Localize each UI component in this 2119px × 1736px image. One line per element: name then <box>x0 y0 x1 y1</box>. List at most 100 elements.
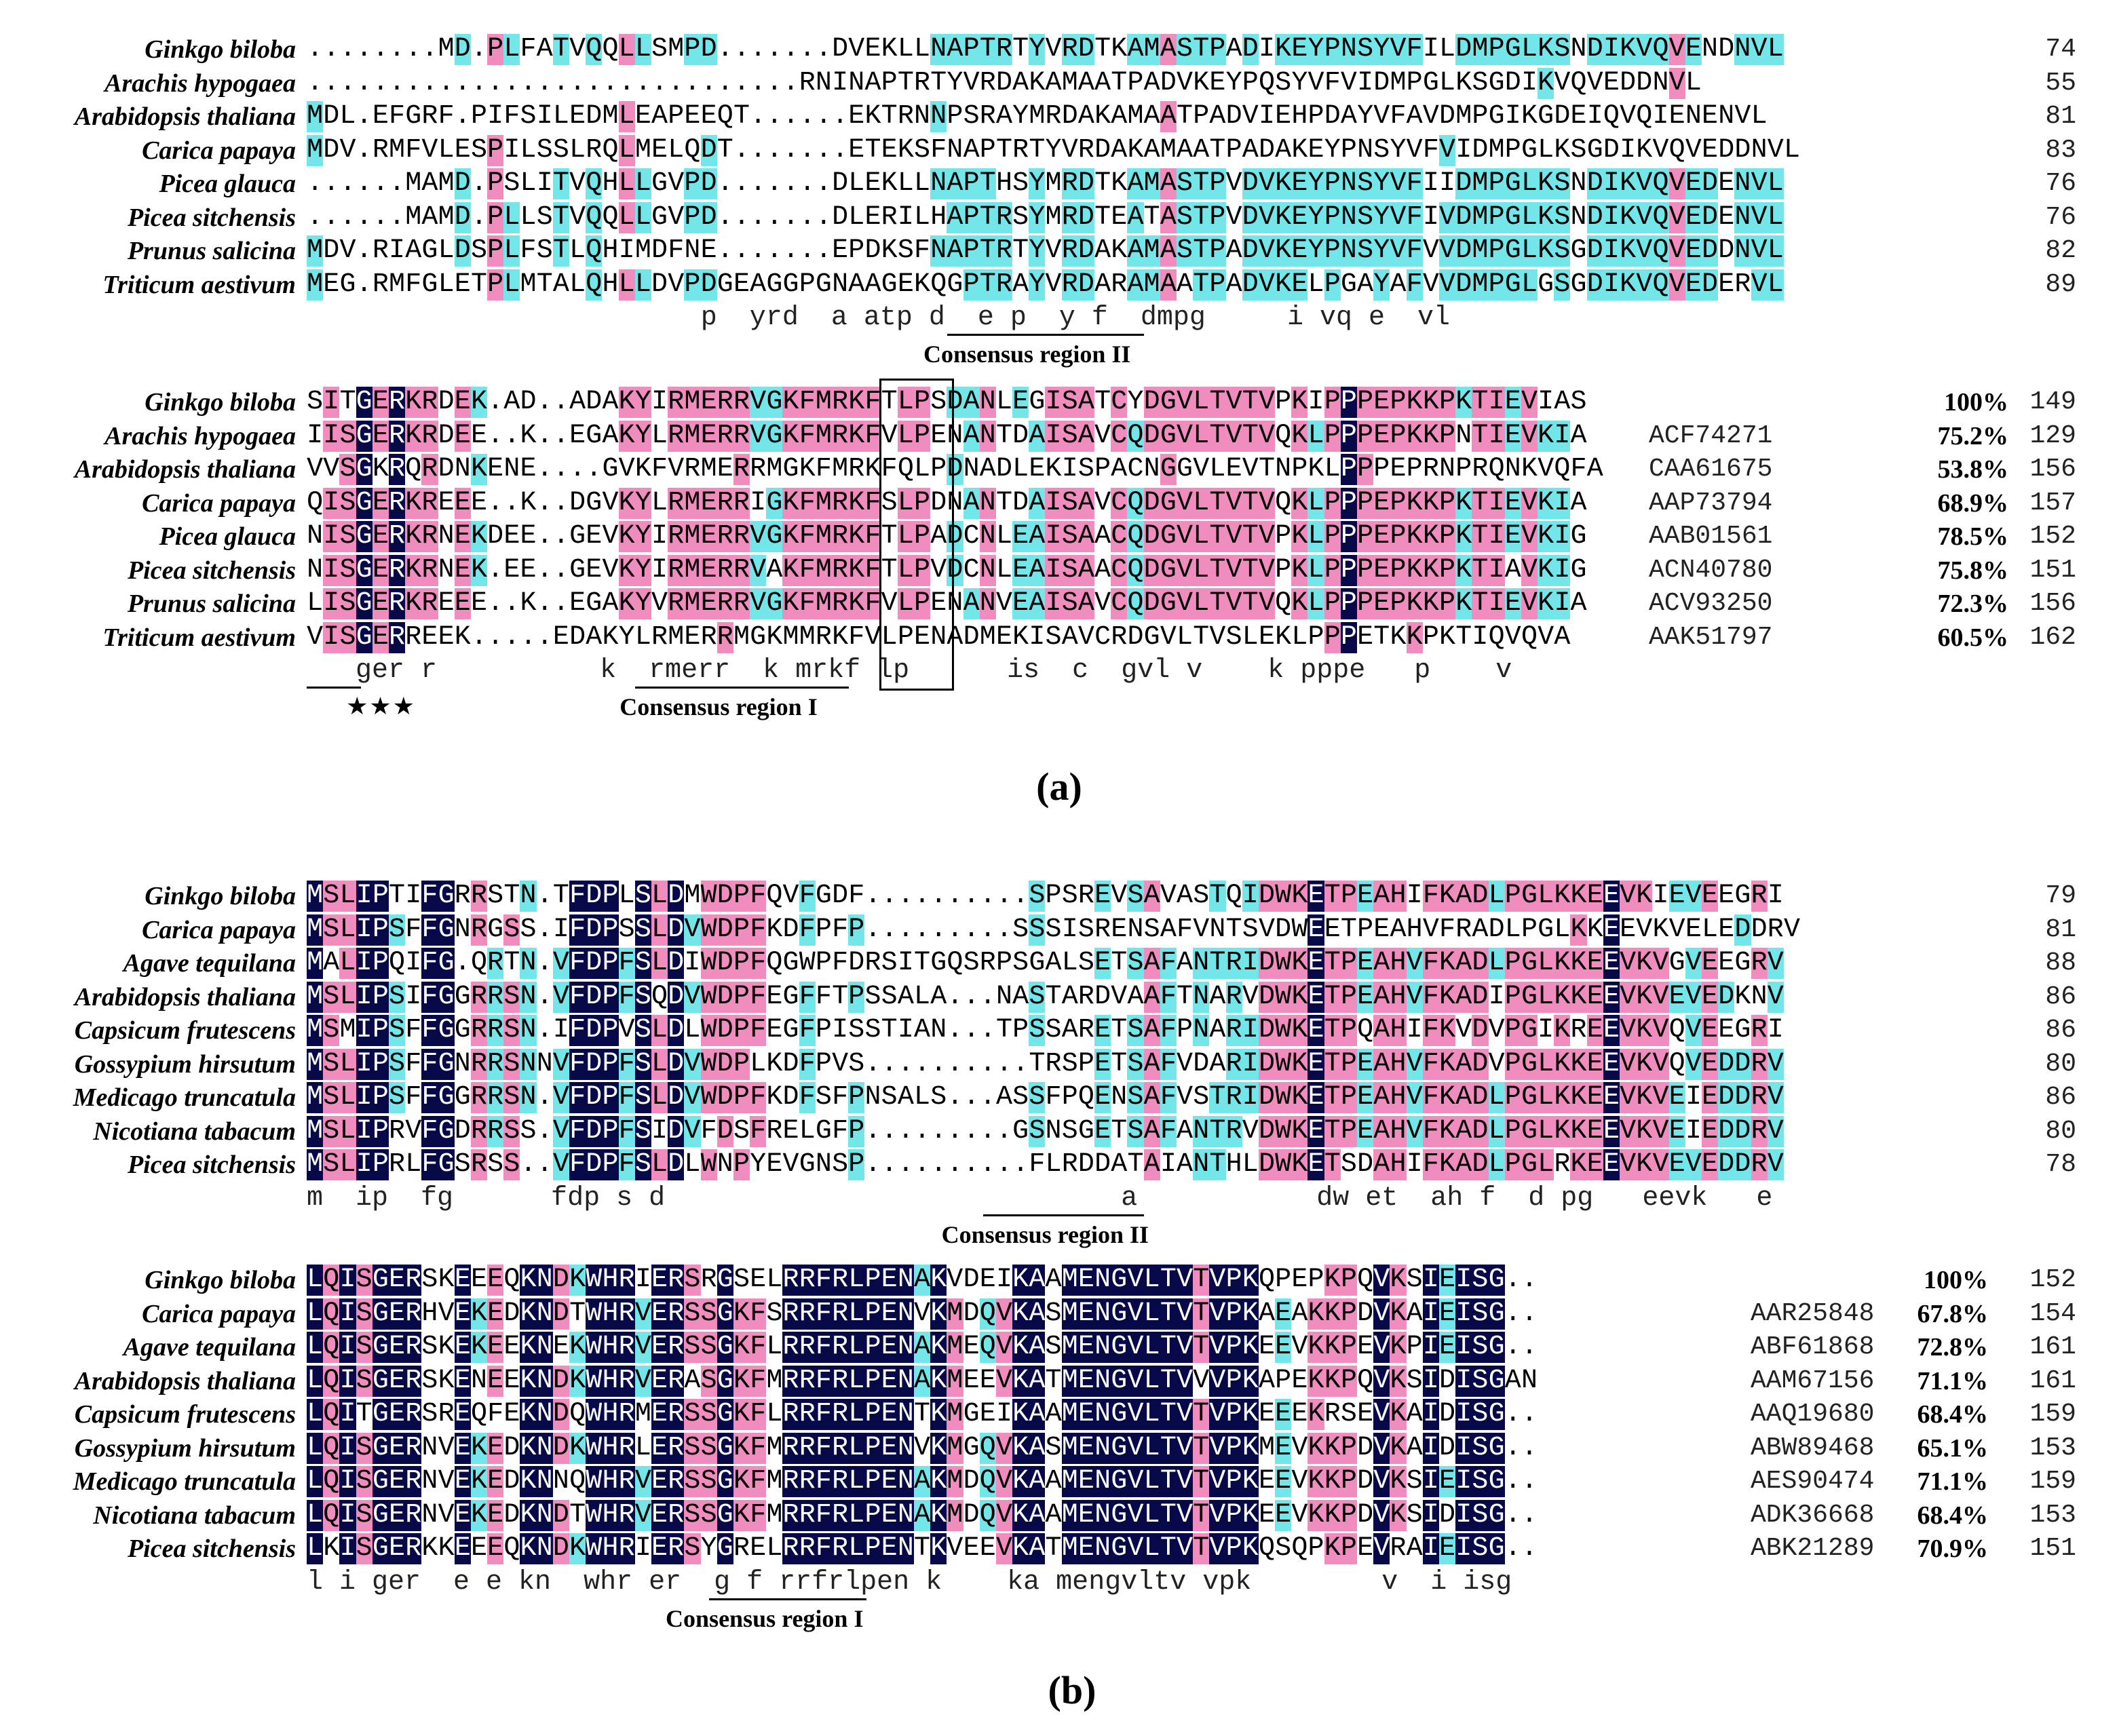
residue: D <box>848 948 865 978</box>
residue: I <box>1620 134 1637 166</box>
residue: E <box>979 1533 996 1564</box>
residue: F <box>815 1265 832 1296</box>
residue: K <box>421 1533 438 1564</box>
residue: S <box>356 1499 373 1531</box>
residue: M <box>947 1432 963 1464</box>
residue: L <box>651 487 668 518</box>
residue: A <box>897 981 914 1012</box>
residue: L <box>1521 34 1538 65</box>
residue: V <box>602 487 619 518</box>
residue: Q <box>684 134 701 166</box>
residue: T <box>1094 387 1111 417</box>
residue: R <box>700 1265 717 1295</box>
residue: . <box>536 881 553 911</box>
residue: A <box>1586 454 1603 484</box>
residue: E <box>1685 235 1702 267</box>
residue: P <box>979 134 996 166</box>
residue: A <box>1143 948 1160 979</box>
residue: T <box>1242 588 1259 619</box>
residue: P <box>668 101 685 132</box>
residue: S <box>1127 1082 1144 1113</box>
residue: M <box>307 1149 324 1180</box>
residue: P <box>1340 1298 1357 1330</box>
residue: A <box>536 34 553 64</box>
residue: E <box>487 1499 504 1531</box>
residue: L <box>1061 948 1078 978</box>
residue: P <box>1340 1365 1357 1397</box>
residue: I <box>1307 387 1324 417</box>
residue: G <box>1111 1298 1128 1330</box>
residue: I <box>651 521 668 552</box>
residue: K <box>1734 981 1751 1012</box>
residue: S <box>339 420 356 452</box>
residue: . <box>733 168 750 199</box>
residue: F <box>421 1082 438 1113</box>
residue: . <box>356 201 373 233</box>
residue: P <box>1340 454 1357 485</box>
residue: T <box>1193 1332 1210 1363</box>
residue: Q <box>1127 588 1144 619</box>
residue: S <box>1554 34 1571 65</box>
residue: F <box>750 914 767 946</box>
residue: I <box>1422 1332 1439 1363</box>
residue: S <box>1061 1048 1078 1079</box>
residue: V <box>634 1332 651 1363</box>
residue: . <box>947 981 963 1012</box>
residue: . <box>963 914 980 945</box>
residue: . <box>307 67 324 98</box>
residue: A <box>1012 67 1029 98</box>
residue: D <box>1488 914 1505 945</box>
residue: L <box>307 1298 324 1330</box>
residue-count: 80 <box>2045 1049 2076 1079</box>
residue: D <box>1061 101 1078 132</box>
residue: T <box>1324 981 1341 1013</box>
residue: E <box>1668 1149 1685 1180</box>
residue: M <box>1061 1298 1078 1330</box>
residue: A <box>1045 948 1062 978</box>
residue: . <box>979 914 996 945</box>
residue: G <box>1521 1115 1538 1147</box>
residue: E <box>881 1332 898 1363</box>
residue: R <box>668 387 685 418</box>
residue: G <box>356 588 373 619</box>
residue: . <box>1521 1399 1538 1429</box>
residue: D <box>1324 101 1341 132</box>
residue: . <box>750 67 767 98</box>
residue: P <box>1340 881 1357 912</box>
residue: D <box>668 948 685 979</box>
residue: V <box>1373 1365 1390 1397</box>
residue: F <box>1422 948 1439 979</box>
residue: I <box>1045 588 1062 619</box>
residue: K <box>1521 101 1538 132</box>
residue: I <box>1538 387 1554 417</box>
residue: N <box>438 554 455 585</box>
residue: S <box>1472 1265 1489 1296</box>
residue: Q <box>1357 1265 1374 1295</box>
residue: K <box>1538 420 1554 452</box>
residue: . <box>536 487 553 518</box>
residue: T <box>1193 168 1210 199</box>
residue: G <box>454 1082 471 1113</box>
identity-percent: 68.9% <box>1937 488 2009 518</box>
residue: E <box>1668 981 1685 1013</box>
residue: P <box>602 1149 619 1180</box>
residue: R <box>1061 235 1078 267</box>
residue: T <box>864 134 881 166</box>
residue: S <box>1472 1533 1489 1564</box>
residue: H <box>1390 1048 1407 1080</box>
residue: A <box>1029 521 1046 552</box>
consensus-region-underline <box>947 334 1145 336</box>
residue: V <box>1373 1466 1390 1497</box>
residue: . <box>914 881 931 911</box>
residue: P <box>372 1082 389 1113</box>
residue: M <box>1472 235 1489 267</box>
residue: T <box>503 881 520 911</box>
residue: S <box>1012 948 1029 978</box>
residue: S <box>634 1015 651 1046</box>
species-name: Arachis hypogaea <box>104 421 296 450</box>
residue: R <box>405 1298 422 1330</box>
residue: S <box>897 235 914 266</box>
residue: L <box>1193 588 1210 619</box>
residue-count: 89 <box>2045 269 2076 299</box>
residue: N <box>1751 134 1768 166</box>
